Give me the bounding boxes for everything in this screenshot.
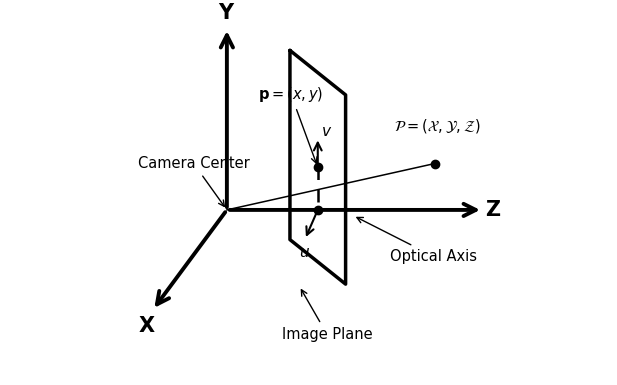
Text: Y: Y [218,3,234,23]
Text: $\mathbf{p} = (x,y)$: $\mathbf{p} = (x,y)$ [259,85,324,163]
Text: $v$: $v$ [321,124,333,139]
Text: Image Plane: Image Plane [282,290,373,342]
Text: X: X [139,316,155,336]
Text: Optical Axis: Optical Axis [357,218,477,264]
Text: $\mathcal{P} = (\mathcal{X}, \mathcal{Y}, \mathcal{Z})$: $\mathcal{P} = (\mathcal{X}, \mathcal{Y}… [394,117,480,136]
Text: $u$: $u$ [299,245,310,260]
Text: Camera Center: Camera Center [138,156,250,206]
Text: Z: Z [485,200,500,220]
